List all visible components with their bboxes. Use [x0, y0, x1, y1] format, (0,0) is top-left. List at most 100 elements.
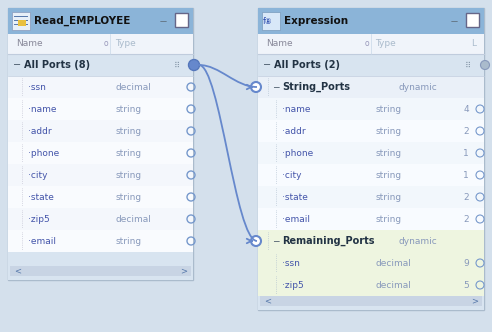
Text: 1: 1	[463, 171, 469, 180]
Text: ·addr: ·addr	[282, 126, 306, 135]
Text: Name: Name	[16, 40, 43, 48]
Text: ·zip5: ·zip5	[28, 214, 50, 223]
Bar	[8, 76, 193, 98]
Text: ·phone: ·phone	[282, 148, 313, 157]
Bar	[8, 120, 193, 142]
Text: decimal: decimal	[375, 259, 411, 268]
Bar	[258, 186, 484, 208]
Bar	[8, 142, 193, 164]
Text: ·phone: ·phone	[28, 148, 59, 157]
Bar	[258, 274, 484, 296]
Text: Type: Type	[375, 40, 396, 48]
Text: Expression: Expression	[284, 16, 348, 26]
Text: string: string	[375, 148, 401, 157]
Text: ⠿: ⠿	[465, 60, 471, 69]
Text: −: −	[272, 236, 279, 245]
Text: ·state: ·state	[282, 193, 308, 202]
Bar	[258, 8, 484, 34]
Bar	[8, 252, 193, 280]
Text: −: −	[263, 60, 271, 70]
Bar	[12, 12, 30, 30]
Bar	[8, 98, 193, 120]
Bar	[258, 230, 484, 252]
Bar	[260, 296, 482, 306]
Text: All Ports (8): All Ports (8)	[24, 60, 90, 70]
Text: All Ports (2): All Ports (2)	[274, 60, 340, 70]
Bar	[258, 98, 484, 120]
Text: ·addr: ·addr	[28, 126, 52, 135]
Text: dynamic: dynamic	[398, 82, 437, 92]
Circle shape	[251, 82, 261, 92]
Text: string: string	[375, 193, 401, 202]
Text: string: string	[115, 126, 141, 135]
Bar	[8, 54, 193, 76]
Text: string: string	[115, 236, 141, 245]
Bar	[258, 120, 484, 142]
Bar	[18, 20, 26, 26]
Text: Name: Name	[266, 40, 293, 48]
Text: >: >	[180, 267, 187, 276]
Bar	[258, 142, 484, 164]
Bar	[10, 266, 191, 276]
Bar	[258, 164, 484, 186]
Text: ·email: ·email	[282, 214, 310, 223]
Text: −: −	[13, 60, 21, 70]
Text: decimal: decimal	[375, 281, 411, 290]
Bar	[258, 34, 484, 54]
Text: 9: 9	[463, 259, 469, 268]
Bar	[466, 13, 479, 27]
Text: string: string	[115, 105, 141, 114]
Text: string: string	[375, 214, 401, 223]
Bar	[258, 296, 484, 310]
Text: string: string	[115, 193, 141, 202]
Bar	[8, 8, 193, 280]
Text: ·city: ·city	[282, 171, 302, 180]
Text: Read_EMPLOYEE: Read_EMPLOYEE	[34, 16, 130, 26]
Text: o: o	[103, 40, 108, 48]
Bar	[258, 252, 484, 274]
Text: dynamic: dynamic	[398, 236, 437, 245]
Text: ·name: ·name	[282, 105, 310, 114]
Text: string: string	[115, 148, 141, 157]
Text: ·zip5: ·zip5	[282, 281, 304, 290]
Circle shape	[481, 60, 490, 69]
Bar	[258, 8, 484, 310]
Text: 2: 2	[463, 126, 469, 135]
Bar	[262, 12, 280, 30]
Text: decimal: decimal	[115, 214, 151, 223]
Text: string: string	[375, 171, 401, 180]
Text: <: <	[14, 267, 21, 276]
Text: decimal: decimal	[115, 82, 151, 92]
Bar	[8, 8, 193, 34]
Text: L: L	[471, 40, 476, 48]
Text: ⠿: ⠿	[174, 60, 180, 69]
Text: string: string	[115, 171, 141, 180]
Text: ·email: ·email	[28, 236, 56, 245]
Text: f⑧: f⑧	[263, 17, 273, 26]
Text: ·city: ·city	[28, 171, 48, 180]
Text: string: string	[375, 105, 401, 114]
Text: string: string	[375, 126, 401, 135]
Bar	[8, 208, 193, 230]
Text: ·name: ·name	[28, 105, 57, 114]
Text: <: <	[264, 296, 271, 305]
Bar	[258, 54, 484, 76]
Bar	[258, 76, 484, 98]
Text: o: o	[365, 40, 369, 48]
Text: —: —	[159, 18, 166, 24]
Bar	[8, 164, 193, 186]
Text: Remaining_Ports: Remaining_Ports	[282, 236, 374, 246]
Bar	[258, 208, 484, 230]
Text: ·ssn: ·ssn	[28, 82, 46, 92]
Text: −: −	[272, 82, 279, 92]
Bar	[175, 13, 188, 27]
Circle shape	[188, 59, 199, 70]
Text: 2: 2	[463, 193, 469, 202]
Text: ·state: ·state	[28, 193, 54, 202]
Text: 4: 4	[463, 105, 469, 114]
Text: ·ssn: ·ssn	[282, 259, 300, 268]
Circle shape	[251, 236, 261, 246]
Text: 1: 1	[463, 148, 469, 157]
Bar	[8, 34, 193, 54]
Text: 2: 2	[463, 214, 469, 223]
